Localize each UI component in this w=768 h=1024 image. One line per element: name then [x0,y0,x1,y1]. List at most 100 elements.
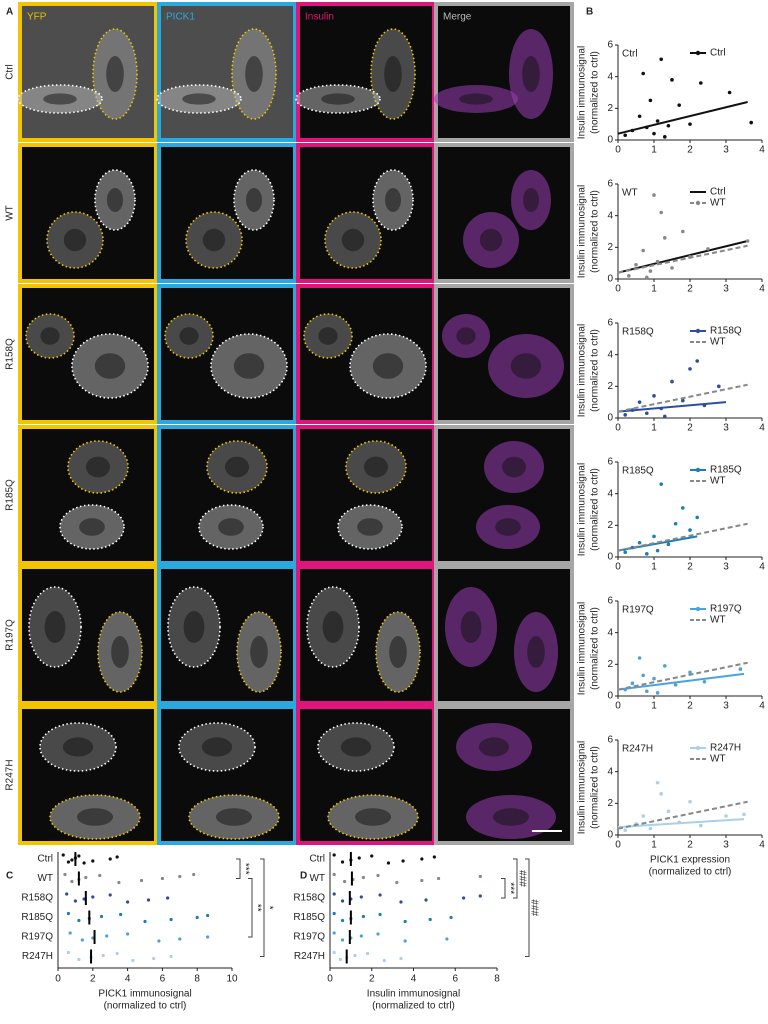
nucleus [77,808,113,826]
legend-label: WT [710,615,726,626]
nucleus [44,611,66,643]
y-tick-label: 2 [607,381,613,392]
point [652,193,656,197]
legend-label: R185Q [710,465,742,476]
image-tile [18,2,158,142]
cell-outline [71,333,149,399]
significance-label: ### [528,899,539,916]
point [655,548,660,553]
nucleus [107,188,123,212]
row-label: WT [5,205,16,221]
dot [332,950,336,955]
dot [82,861,86,865]
point [695,359,699,363]
x-tick-label: 4 [759,701,765,712]
point [645,411,649,416]
dot [436,876,441,881]
nucleus [385,188,401,212]
category-label: R185Q [21,912,53,923]
dot [160,876,164,881]
dot [143,919,147,924]
cell-outline [198,504,264,550]
dot [101,953,105,958]
x-tick-label: 3 [723,701,729,712]
legend-label: WT [710,198,726,209]
nucleus [225,456,249,478]
dot [66,860,71,864]
point [637,540,642,545]
x-tick-label: 8 [194,974,200,985]
dot [166,896,170,900]
dot [77,854,81,858]
image-tile [434,143,574,283]
point [652,534,656,539]
x-tick-label: 3 [723,145,729,156]
nucleus [479,228,503,252]
dot [157,939,161,943]
y-tick-label: 4 [607,766,613,777]
x-tick-label: 6 [160,974,166,985]
point [706,247,710,251]
legend-marker [695,328,701,334]
y-axis-label: Insulin immunosignal [577,463,588,556]
dot [462,896,466,900]
axis [329,852,497,969]
nucleus [201,737,233,757]
column-header: Merge [443,12,472,23]
x-tick-label: 3 [723,284,729,295]
y-tick-label: 6 [607,457,613,468]
point [670,379,674,384]
nucleus [522,56,540,92]
nucleus [202,228,226,252]
cell-outline [28,586,82,668]
x-axis-label: PICK1 immunosignal [98,989,191,1000]
nucleus [357,518,383,536]
category-label: Ctrl [309,854,325,865]
cell-outline [59,504,125,550]
x-tick-label: 2 [90,974,96,985]
panel-label: C [6,871,13,882]
fit-line [617,101,748,135]
x-tick-label: 0 [615,284,621,295]
dot [340,899,345,903]
x-tick-label: 4 [759,562,765,573]
dot [139,878,144,883]
significance-label: *** [504,882,515,894]
significance-bracket [260,858,265,957]
chart-label: Ctrl [622,49,638,60]
legend-marker [695,467,701,473]
y-tick-label: 6 [607,735,613,746]
dot [376,873,380,878]
point [655,259,660,264]
x-tick-label: 1 [651,701,657,712]
dot [365,951,370,956]
dot [399,956,403,961]
row-label: R185Q [5,479,16,511]
y-tick-label: 4 [607,349,613,360]
point [749,120,753,125]
x-tick-label: 3 [723,423,729,434]
image-tile [157,2,297,142]
dot [403,919,407,924]
x-tick-label: 1 [651,284,657,295]
dot [332,931,336,935]
nucleus [218,518,244,536]
dot [146,898,151,902]
nucleus [250,636,268,668]
dot [449,915,453,920]
y-tick-label: 0 [607,135,613,146]
nucleus [495,518,521,536]
x-tick-label: 10 [226,974,238,985]
dot [77,957,81,962]
dot [340,938,345,942]
point [648,826,653,831]
chart-label: R247H [622,744,653,755]
point [641,248,645,253]
fit-line [617,800,748,830]
nucleus [216,808,252,826]
cell-outline [178,722,256,772]
point [623,413,627,417]
cell-outline [188,794,280,840]
dot [478,874,482,879]
dot [343,879,347,884]
